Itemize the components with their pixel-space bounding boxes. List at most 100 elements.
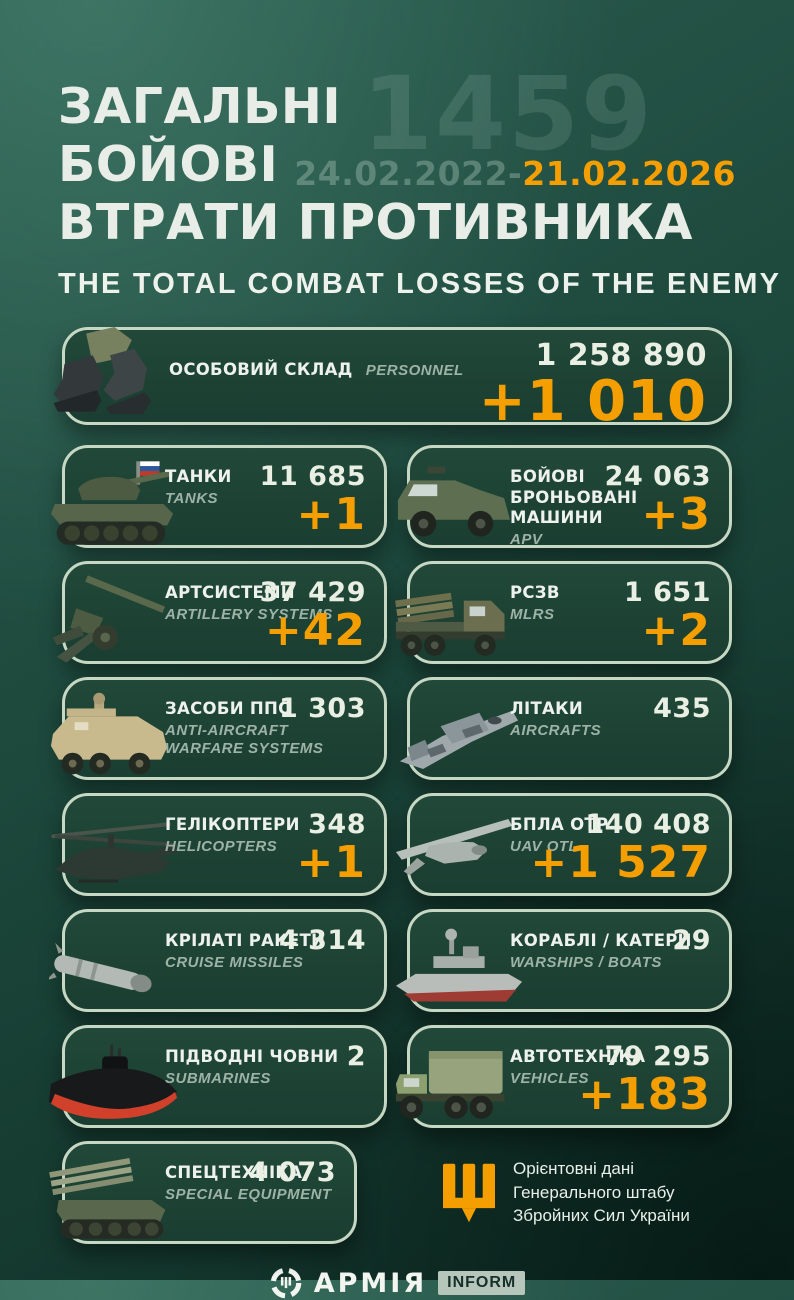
card-numbers: 29 [672, 925, 711, 957]
total-value: 37 429 [259, 577, 366, 608]
day-counter: 1459 [362, 55, 654, 174]
mlrs-image [395, 592, 505, 656]
label-ua: ТАНКИ [165, 467, 232, 486]
title-line-1: ЗАГАЛЬНІ [58, 78, 342, 135]
label-en: VEHICLES [510, 1069, 590, 1087]
total-value: 29 [672, 925, 711, 956]
total-value: 1 258 890 [535, 338, 707, 373]
card-numbers: 1 303 [279, 694, 366, 725]
card-label: СПЕЦТЕХНІКА SPECIAL EQUIPMENT [165, 1163, 332, 1204]
card-numbers: 4 314 [278, 925, 366, 957]
label-en: HELICOPTERS [165, 837, 278, 855]
label-ua: ГЕЛІКОПТЕРИ [165, 815, 300, 834]
cruise-missile-image [49, 942, 152, 993]
total-value: 435 [653, 693, 711, 724]
card-label: ГЕЛІКОПТЕРИ HELICOPTERS [165, 815, 300, 856]
card-apv: БОЙОВІ БРОНЬОВАНІ МАШИНИ APV 24 063 +3 [397, 445, 732, 550]
warship-image [395, 928, 523, 1002]
label-en: ARTILLERY SYSTEMS [165, 605, 333, 623]
total-value: 79 295 [604, 1041, 711, 1072]
antiaircraft-image [50, 692, 168, 775]
card-tanks: ТАНКИ TANKS 11 685 +1 [50, 445, 387, 548]
delta-value: +42 [264, 605, 366, 657]
delta-value: +1 010 [478, 368, 707, 434]
logo-text: АРМІЯ [313, 1267, 428, 1299]
card-numbers: 4 073 [248, 1157, 336, 1189]
label-en: CRUISE MISSILES [165, 953, 304, 971]
label-ua: АВТОТЕХНІКА [510, 1047, 646, 1066]
uav-image [395, 819, 513, 876]
card-label: КРІЛАТІ РАКЕТИ CRUISE MISSILES [165, 931, 325, 972]
card-numbers: 1 258 890 +1 010 [479, 340, 707, 430]
card-uav: БПЛА ОТР UAV OTL 140 408 +1 527 [395, 793, 732, 896]
label-ua: КОРАБЛІ / КАТЕРИ [510, 931, 692, 950]
card-personnel: ОСОБОВИЙ СКЛАД PERSONNEL 1 258 890 +1 01… [53, 327, 732, 429]
personnel-image [53, 327, 152, 414]
label-en: ANTI-AIRCRAFT WARFARE SYSTEMS [165, 721, 324, 758]
card-numbers: 79 295 +183 [578, 1041, 711, 1121]
label-en: MLRS [510, 605, 555, 623]
card-numbers: 24 063 +3 [604, 461, 711, 541]
delta-value: +1 [296, 837, 366, 889]
delta-value: +2 [641, 605, 711, 657]
delta-value: +1 527 [530, 837, 711, 889]
label-ua: СПЕЦТЕХНІКА [165, 1163, 303, 1182]
label-en: APV [510, 530, 543, 548]
date-range: 24.02.2022-21.02.2026 [294, 154, 736, 193]
date-start: 24.02.2022- [294, 154, 523, 193]
label-ua: ЛІТАКИ [510, 699, 583, 718]
label-ua: ОСОБОВИЙ СКЛАД [169, 360, 353, 379]
total-value: 1 651 [623, 577, 711, 608]
artillery-image [52, 575, 166, 663]
cards-section: ОСОБОВИЙ СКЛАД PERSONNEL 1 258 890 +1 01… [0, 301, 794, 1244]
card-label: БОЙОВІ БРОНЬОВАНІ МАШИНИ APV [510, 467, 698, 550]
total-value: 24 063 [604, 461, 711, 492]
delta-value: +3 [641, 489, 711, 541]
delta-value: +183 [578, 1069, 711, 1121]
card-label: ТАНКИ TANKS [165, 467, 232, 508]
subtitle: THE TOTAL COMBAT LOSSES OF THE ENEMY [58, 268, 782, 300]
label-ua: РСЗВ [510, 583, 560, 602]
logo-bar: АРМІЯ INFORM [0, 1266, 794, 1300]
truck-image [395, 1051, 505, 1119]
total-value: 140 408 [585, 809, 711, 840]
card-special: СПЕЦТЕХНІКА SPECIAL EQUIPMENT 4 073 [49, 1141, 357, 1244]
card-numbers: 1 651 +2 [623, 577, 711, 657]
total-value: 2 [346, 1041, 366, 1072]
label-en: WARSHIPS / BOATS [510, 953, 662, 971]
delta-value: +1 [296, 489, 366, 541]
card-label: КОРАБЛІ / КАТЕРИ WARSHIPS / BOATS [510, 931, 692, 972]
card-helicopters: ГЕЛІКОПТЕРИ HELICOPTERS 348 +1 [51, 793, 387, 896]
card-artillery: АРТСИСТЕМИ ARTILLERY SYSTEMS 37 429 +42 [52, 561, 387, 664]
label-ua: АРТСИСТЕМИ [165, 583, 295, 602]
source-note: Орієнтовні дані Генерального штабу Зброй… [377, 1141, 732, 1244]
card-numbers: 37 429 +42 [259, 577, 366, 657]
card-antiaircraft: ЗАСОБИ ППО ANTI-AIRCRAFT WARFARE SYSTEMS… [50, 677, 387, 780]
card-label: БПЛА ОТР UAV OTL [510, 815, 608, 856]
card-label: ЛІТАКИ AIRCRAFTS [510, 699, 601, 740]
card-label: АРТСИСТЕМИ ARTILLERY SYSTEMS [165, 583, 333, 624]
total-value: 4 314 [278, 925, 366, 956]
date-end: 21.02.2026 [522, 154, 736, 193]
label-ua: ЗАСОБИ ППО [165, 699, 293, 718]
card-warships: КОРАБЛІ / КАТЕРИ WARSHIPS / BOATS 29 [395, 909, 732, 1012]
card-label: АВТОТЕХНІКА VEHICLES [510, 1047, 645, 1088]
label-en: UAV OTL [510, 837, 579, 855]
label-ua: ПІДВОДНІ ЧОВНИ [165, 1047, 339, 1066]
total-value: 4 073 [248, 1157, 336, 1188]
apv-image [397, 466, 511, 537]
label-en: AIRCRAFTS [510, 721, 602, 739]
total-value: 11 685 [259, 461, 366, 492]
label-ua: КРІЛАТІ РАКЕТИ [165, 931, 326, 950]
logo-badge: INFORM [438, 1271, 526, 1295]
submarine-image [49, 1044, 178, 1119]
title-line-2: БОЙОВІ [58, 136, 279, 193]
card-numbers: 2 [346, 1041, 366, 1073]
label-ua: БПЛА ОТР [510, 815, 609, 834]
card-submarines: ПІДВОДНІ ЧОВНИ SUBMARINES 2 [49, 1025, 387, 1128]
card-label: РСЗВ MLRS [510, 583, 560, 624]
trident-icon [443, 1163, 495, 1222]
label-en: TANKS [165, 489, 219, 507]
title-line-3: ВТРАТИ ПРОТИВНИКА [58, 194, 693, 251]
